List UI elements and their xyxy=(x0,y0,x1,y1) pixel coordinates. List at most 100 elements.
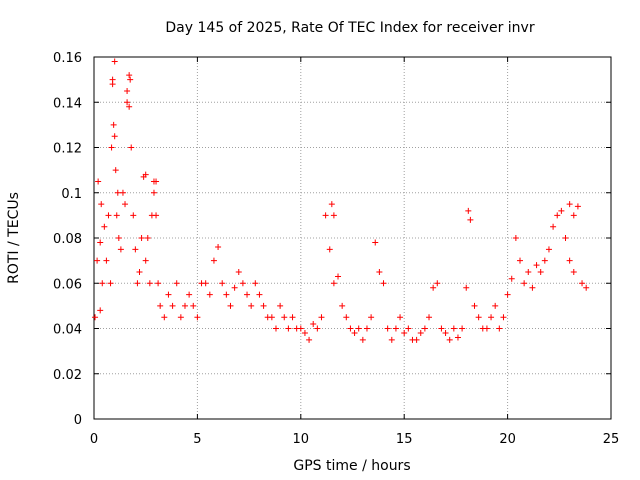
data-point xyxy=(103,257,110,264)
data-point xyxy=(248,302,255,309)
data-point xyxy=(372,239,379,246)
data-point xyxy=(566,257,573,264)
data-point xyxy=(550,223,557,230)
y-tick-label: 0.16 xyxy=(53,51,82,66)
data-point xyxy=(111,133,118,140)
data-point xyxy=(459,325,466,332)
data-point xyxy=(417,330,424,337)
data-point xyxy=(533,262,540,269)
data-point xyxy=(165,291,172,298)
data-point xyxy=(463,284,470,291)
data-point xyxy=(97,307,104,314)
data-point xyxy=(107,280,114,287)
data-point xyxy=(583,284,590,291)
data-point xyxy=(94,257,101,264)
y-tick-label: 0.12 xyxy=(53,142,82,157)
data-point xyxy=(127,76,134,83)
data-point xyxy=(169,302,176,309)
data-point xyxy=(239,280,246,287)
x-axis-label: GPS time / hours xyxy=(293,458,410,474)
data-point xyxy=(434,280,441,287)
data-point xyxy=(442,330,449,337)
data-point xyxy=(347,325,354,332)
data-point xyxy=(322,212,329,219)
x-tick-label: 10 xyxy=(293,432,310,447)
data-point xyxy=(285,325,292,332)
y-tick-label: 0.1 xyxy=(61,187,82,202)
data-point xyxy=(260,302,267,309)
data-point xyxy=(517,257,524,264)
data-point xyxy=(465,207,472,214)
x-tick-label: 0 xyxy=(90,432,98,447)
data-point xyxy=(388,336,395,343)
data-point xyxy=(97,239,104,246)
data-point xyxy=(122,201,129,208)
data-point xyxy=(150,189,157,196)
data-point xyxy=(117,246,124,253)
data-point xyxy=(124,99,131,106)
data-point xyxy=(467,216,474,223)
data-point xyxy=(492,302,499,309)
data-point xyxy=(177,314,184,321)
data-point xyxy=(111,58,118,65)
data-point xyxy=(496,325,503,332)
y-tick-label: 0.08 xyxy=(53,232,82,247)
data-point xyxy=(450,325,457,332)
data-point xyxy=(126,72,133,79)
data-point xyxy=(483,325,490,332)
data-point xyxy=(351,330,358,337)
data-point xyxy=(223,291,230,298)
data-point xyxy=(206,291,213,298)
data-point xyxy=(326,246,333,253)
data-point xyxy=(392,325,399,332)
data-point xyxy=(132,246,139,253)
x-tick-label: 15 xyxy=(396,432,413,447)
data-point xyxy=(512,235,519,241)
data-point xyxy=(113,212,120,219)
data-point xyxy=(339,302,346,309)
data-point xyxy=(136,268,143,275)
x-tick-label: 20 xyxy=(499,432,516,447)
data-point xyxy=(289,314,296,321)
data-point xyxy=(155,280,162,287)
data-point xyxy=(130,212,137,219)
data-point xyxy=(380,280,387,287)
data-point xyxy=(545,246,552,253)
data-point xyxy=(268,314,275,321)
data-point xyxy=(126,103,133,110)
data-point xyxy=(475,314,482,321)
y-tick-label: 0.06 xyxy=(53,277,82,292)
data-point xyxy=(413,336,420,343)
data-point xyxy=(138,235,145,241)
data-point xyxy=(525,268,532,275)
data-point xyxy=(124,87,131,94)
data-point xyxy=(579,280,586,287)
data-point xyxy=(108,144,115,151)
data-point xyxy=(161,314,168,321)
data-point xyxy=(128,144,135,151)
data-point xyxy=(397,314,404,321)
data-point xyxy=(558,207,565,214)
data-point xyxy=(101,223,108,230)
data-point xyxy=(272,325,279,332)
data-point xyxy=(541,257,548,264)
data-point xyxy=(359,336,366,343)
data-point xyxy=(504,291,511,298)
data-point xyxy=(328,201,335,208)
data-point xyxy=(109,81,116,88)
data-point xyxy=(181,302,188,309)
data-point xyxy=(562,235,569,241)
data-point xyxy=(115,235,122,241)
data-point xyxy=(92,314,99,321)
y-tick-label: 0.04 xyxy=(53,323,82,338)
data-point xyxy=(105,212,112,219)
data-point xyxy=(142,257,149,264)
data-point xyxy=(330,280,337,287)
x-tick-label: 25 xyxy=(603,432,620,447)
data-point xyxy=(343,314,350,321)
data-point xyxy=(227,302,234,309)
data-point xyxy=(244,291,251,298)
data-point xyxy=(210,257,217,264)
data-point xyxy=(574,203,581,210)
